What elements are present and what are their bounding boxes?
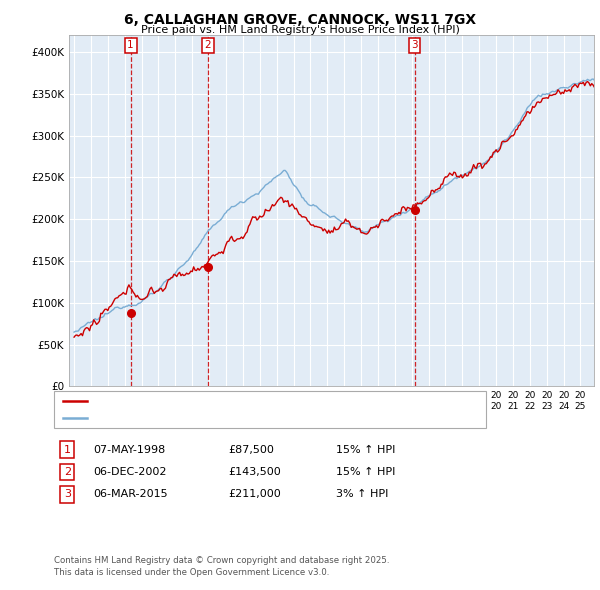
Text: 3: 3 [411,41,418,50]
Text: This data is licensed under the Open Government Licence v3.0.: This data is licensed under the Open Gov… [54,568,329,577]
Text: £87,500: £87,500 [228,445,274,454]
Text: 6, CALLAGHAN GROVE, CANNOCK, WS11 7GX: 6, CALLAGHAN GROVE, CANNOCK, WS11 7GX [124,13,476,27]
Text: 1: 1 [64,445,71,454]
Text: 3: 3 [64,490,71,499]
Bar [415,35,594,386]
Text: 6, CALLAGHAN GROVE, CANNOCK, WS11 7GX (detached house): 6, CALLAGHAN GROVE, CANNOCK, WS11 7GX (d… [91,396,410,407]
Text: Contains HM Land Registry data © Crown copyright and database right 2025.: Contains HM Land Registry data © Crown c… [54,556,389,565]
Text: 07-MAY-1998: 07-MAY-1998 [93,445,165,454]
Text: £143,500: £143,500 [228,467,281,477]
Text: 3% ↑ HPI: 3% ↑ HPI [336,490,388,499]
Text: 15% ↑ HPI: 15% ↑ HPI [336,467,395,477]
Text: 06-DEC-2002: 06-DEC-2002 [93,467,167,477]
Text: HPI: Average price, detached house, Cannock Chase: HPI: Average price, detached house, Cann… [91,412,352,422]
Bar [69,35,131,386]
Text: 1: 1 [127,41,134,50]
Text: 2: 2 [64,467,71,477]
Text: Price paid vs. HM Land Registry's House Price Index (HPI): Price paid vs. HM Land Registry's House … [140,25,460,35]
Text: 2: 2 [205,41,211,50]
Text: 15% ↑ HPI: 15% ↑ HPI [336,445,395,454]
Text: £211,000: £211,000 [228,490,281,499]
Bar [208,35,415,386]
Text: 06-MAR-2015: 06-MAR-2015 [93,490,167,499]
Bar [131,35,208,386]
